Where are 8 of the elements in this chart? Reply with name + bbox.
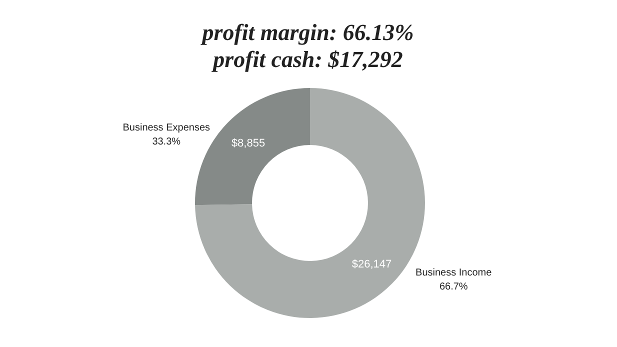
text: 33.3% xyxy=(152,136,181,148)
text: 66.7% xyxy=(439,281,468,292)
slice-label: Business Income xyxy=(416,267,492,278)
slice-label: Business Expenses xyxy=(122,122,210,134)
chart-title: profit margin: 66.13% xyxy=(200,20,414,45)
data-label: $26,147 xyxy=(352,258,392,271)
chart-subtitle: profit cash: $17,292 xyxy=(211,47,403,72)
data-label: $8,855 xyxy=(231,137,266,150)
